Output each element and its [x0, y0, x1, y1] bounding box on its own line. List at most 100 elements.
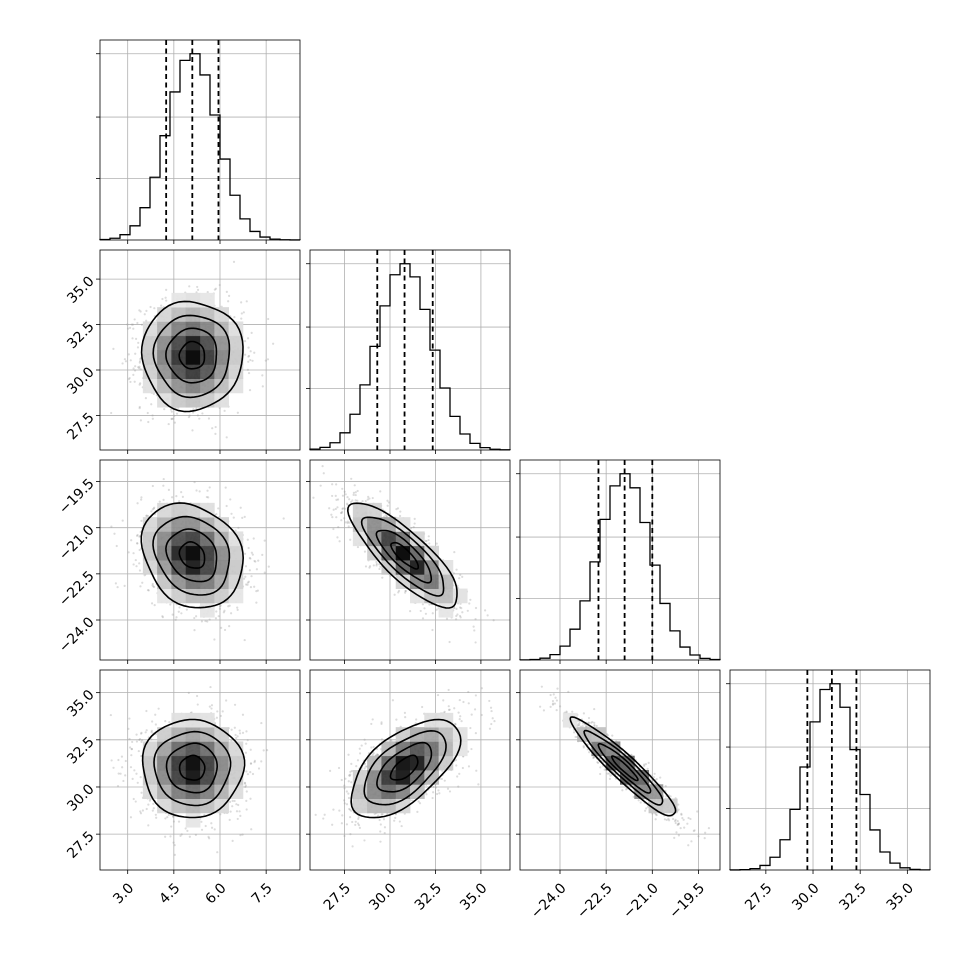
- scatter-point: [152, 507, 155, 510]
- scatter-point: [134, 800, 137, 803]
- scatter-point: [151, 508, 154, 511]
- scatter-point: [251, 553, 254, 556]
- scatter-point: [236, 817, 239, 821]
- scatter-point: [112, 347, 115, 350]
- scatter-point: [435, 608, 438, 611]
- scatter-point: [227, 300, 230, 303]
- scatter-point: [332, 508, 335, 511]
- scatter-point: [396, 507, 400, 510]
- density-bin: [228, 350, 244, 365]
- scatter-point: [453, 551, 456, 554]
- histogram-0: [99, 53, 301, 241]
- density-bin: [381, 560, 397, 575]
- panel-inner: [310, 460, 510, 660]
- scatter-point: [127, 353, 130, 356]
- scatter-point: [242, 311, 245, 314]
- contour-line: [140, 300, 244, 413]
- scatter-point: [371, 496, 374, 500]
- contour-line: [375, 529, 433, 584]
- panel-inner: [100, 670, 300, 870]
- scatter-point: [127, 378, 131, 381]
- scatter-point: [177, 610, 180, 613]
- scatter-point: [351, 499, 354, 502]
- histogram-2: [519, 473, 721, 661]
- scatter-point: [393, 593, 396, 596]
- density-bin: [200, 335, 215, 351]
- scatter-point: [349, 538, 352, 541]
- scatter-point: [170, 496, 174, 499]
- scatter-point: [431, 628, 434, 632]
- scatter-point: [149, 305, 152, 309]
- scatter-point: [136, 533, 139, 537]
- scatter-point: [455, 568, 458, 571]
- scatter-point: [332, 527, 335, 531]
- scatter-point: [241, 833, 244, 836]
- scatter-point: [381, 576, 384, 579]
- scatter-point: [195, 489, 198, 492]
- scatter-point: [193, 629, 196, 632]
- density-bin: [185, 588, 201, 604]
- scatter-point: [398, 514, 402, 518]
- scatter-point: [240, 312, 243, 315]
- scatter-point: [140, 755, 143, 758]
- scatter-point: [124, 360, 128, 363]
- scatter-point: [225, 504, 228, 508]
- scatter-point: [236, 411, 239, 414]
- scatter-point: [261, 553, 264, 556]
- scatter-point: [385, 515, 388, 518]
- scatter-point: [132, 563, 135, 566]
- density-bin: [410, 531, 425, 547]
- scatter-point: [174, 618, 177, 621]
- density-bin: [200, 378, 215, 394]
- density-bin: [367, 531, 382, 547]
- scatter-point: [136, 346, 140, 349]
- scatter-point: [245, 730, 248, 733]
- scatter-point: [282, 517, 285, 520]
- density-bin: [352, 502, 368, 518]
- scatter-point: [399, 510, 402, 513]
- scatter-point: [144, 731, 147, 734]
- scatter-point: [136, 321, 139, 325]
- scatter-point: [124, 759, 127, 763]
- scatter-point: [461, 575, 464, 578]
- scatter-point: [138, 535, 141, 538]
- scatter-point: [128, 376, 131, 380]
- scatter-point: [347, 525, 350, 528]
- scatter-point: [162, 477, 165, 481]
- scatter-point: [217, 507, 220, 510]
- scatter-point: [472, 625, 475, 628]
- scatter-point: [335, 516, 338, 519]
- scatter-point: [346, 503, 349, 506]
- scatter-point: [247, 346, 250, 349]
- panel-inner: [100, 460, 300, 660]
- scatter-point: [136, 542, 139, 545]
- scatter-point: [246, 581, 250, 584]
- scatter-point: [246, 538, 249, 541]
- scatter-point: [206, 489, 209, 492]
- scatter-point: [234, 529, 237, 532]
- scatter-point: [255, 601, 258, 604]
- density-bin: [214, 545, 229, 561]
- scatter-point: [353, 484, 356, 487]
- scatter-point: [206, 620, 209, 623]
- scatter-point: [196, 288, 200, 291]
- scatter-point: [218, 607, 222, 610]
- density-bin: [157, 350, 172, 365]
- scatter-point: [152, 585, 155, 588]
- scatter-point: [421, 603, 424, 606]
- scatter-point: [141, 581, 144, 584]
- scatter-point: [134, 337, 138, 340]
- scatter-point: [223, 628, 227, 632]
- scatter-point: [458, 577, 461, 580]
- scatter-point: [117, 758, 120, 762]
- density-bin: [185, 307, 201, 322]
- scatter-point: [187, 416, 191, 419]
- scatter-point: [459, 602, 462, 605]
- density-bin: [142, 378, 158, 394]
- scatter-point: [130, 323, 133, 326]
- scatter-point: [267, 317, 270, 321]
- scatter-point: [244, 565, 248, 568]
- scatter-point: [236, 606, 239, 609]
- scatter-point: [454, 618, 458, 621]
- scatter-point: [460, 607, 463, 610]
